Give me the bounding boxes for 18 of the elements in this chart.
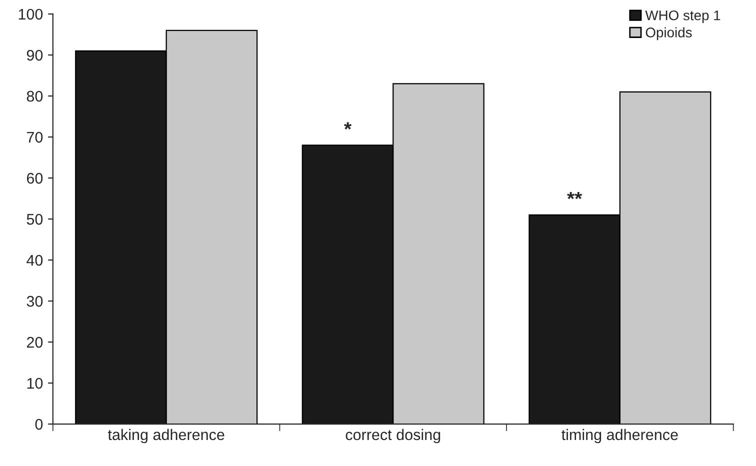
x-tick-label: timing adherence <box>562 428 678 444</box>
y-tick-label: 20 <box>26 336 43 348</box>
y-tick-label: 60 <box>26 172 43 184</box>
annotation: ** <box>567 192 582 200</box>
annotation: * <box>344 122 352 130</box>
y-tick-label: 100 <box>18 8 43 20</box>
y-tick-label: 80 <box>26 90 43 102</box>
y-tick-label: 0 <box>35 418 43 430</box>
y-tick-label: 10 <box>27 378 43 389</box>
y-tick-label: 50 <box>26 214 43 225</box>
y-tick-label: 70 <box>26 132 43 143</box>
y-tick-label: 90 <box>26 50 43 61</box>
legend-label: Opioids <box>646 27 692 40</box>
y-tick-label: 40 <box>26 254 43 266</box>
x-tick-label: taking adherence <box>108 428 224 444</box>
legend-label: WHO step 1 <box>645 10 720 24</box>
x-tick-label: correct dosing <box>346 428 440 444</box>
y-tick-label: 30 <box>26 296 43 307</box>
